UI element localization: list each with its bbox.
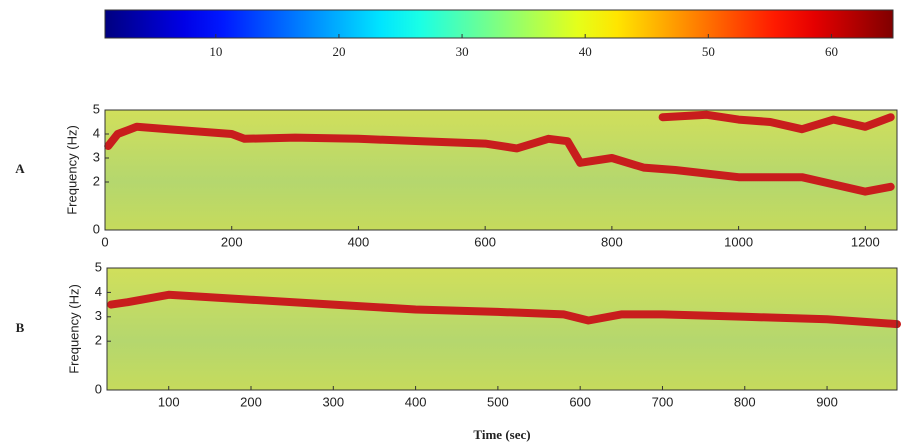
x-tick-label: 800 [601,234,623,249]
y-tick-label: 5 [93,101,100,116]
y-axis-label: Frequency (Hz) [66,284,81,374]
x-tick-label: 400 [405,394,427,409]
x-tick-label: 900 [816,394,838,409]
colorbar-tick-label: 60 [825,44,838,59]
x-tick-label: 1200 [851,234,880,249]
y-tick-label: 5 [95,259,102,274]
x-tick-label: 0 [101,234,108,249]
y-tick-label: 2 [93,173,100,188]
ridge [104,122,895,196]
colorbar-tick-label: 20 [332,44,345,59]
x-tick-label: 1000 [724,234,753,249]
x-tick-label: 300 [322,394,344,409]
colorbar-tick-label: 10 [209,44,222,59]
panel-label: B [16,320,25,335]
y-tick-label: 4 [95,284,102,299]
x-tick-label: 500 [487,394,509,409]
colorbar-tick-label: 40 [579,44,592,59]
colorbar-tick-label: 30 [456,44,469,59]
panel-label: A [15,161,25,176]
y-tick-label: 3 [93,149,100,164]
spectrogram-shade [105,110,897,230]
y-tick-label: 4 [93,125,100,140]
y-tick-label: 3 [95,308,102,323]
y-tick-label: 0 [93,221,100,236]
x-axis-label: Time (sec) [473,427,530,442]
y-tick-label: 0 [95,381,102,396]
ridge [658,110,895,134]
y-tick-label: 2 [95,333,102,348]
colorbar-tick-label: 50 [702,44,715,59]
ridge [107,290,901,329]
x-tick-label: 600 [474,234,496,249]
y-axis-label: Frequency (Hz) [64,125,79,215]
x-tick-label: 800 [734,394,756,409]
x-tick-label: 200 [221,234,243,249]
x-tick-label: 200 [240,394,262,409]
spectrogram-shade [107,268,897,390]
x-tick-label: 600 [569,394,591,409]
plot-frame [104,109,898,231]
plot-frame [106,267,898,391]
x-tick-label: 400 [348,234,370,249]
x-tick-label: 100 [158,394,180,409]
colorbar [104,9,894,39]
x-tick-label: 700 [652,394,674,409]
